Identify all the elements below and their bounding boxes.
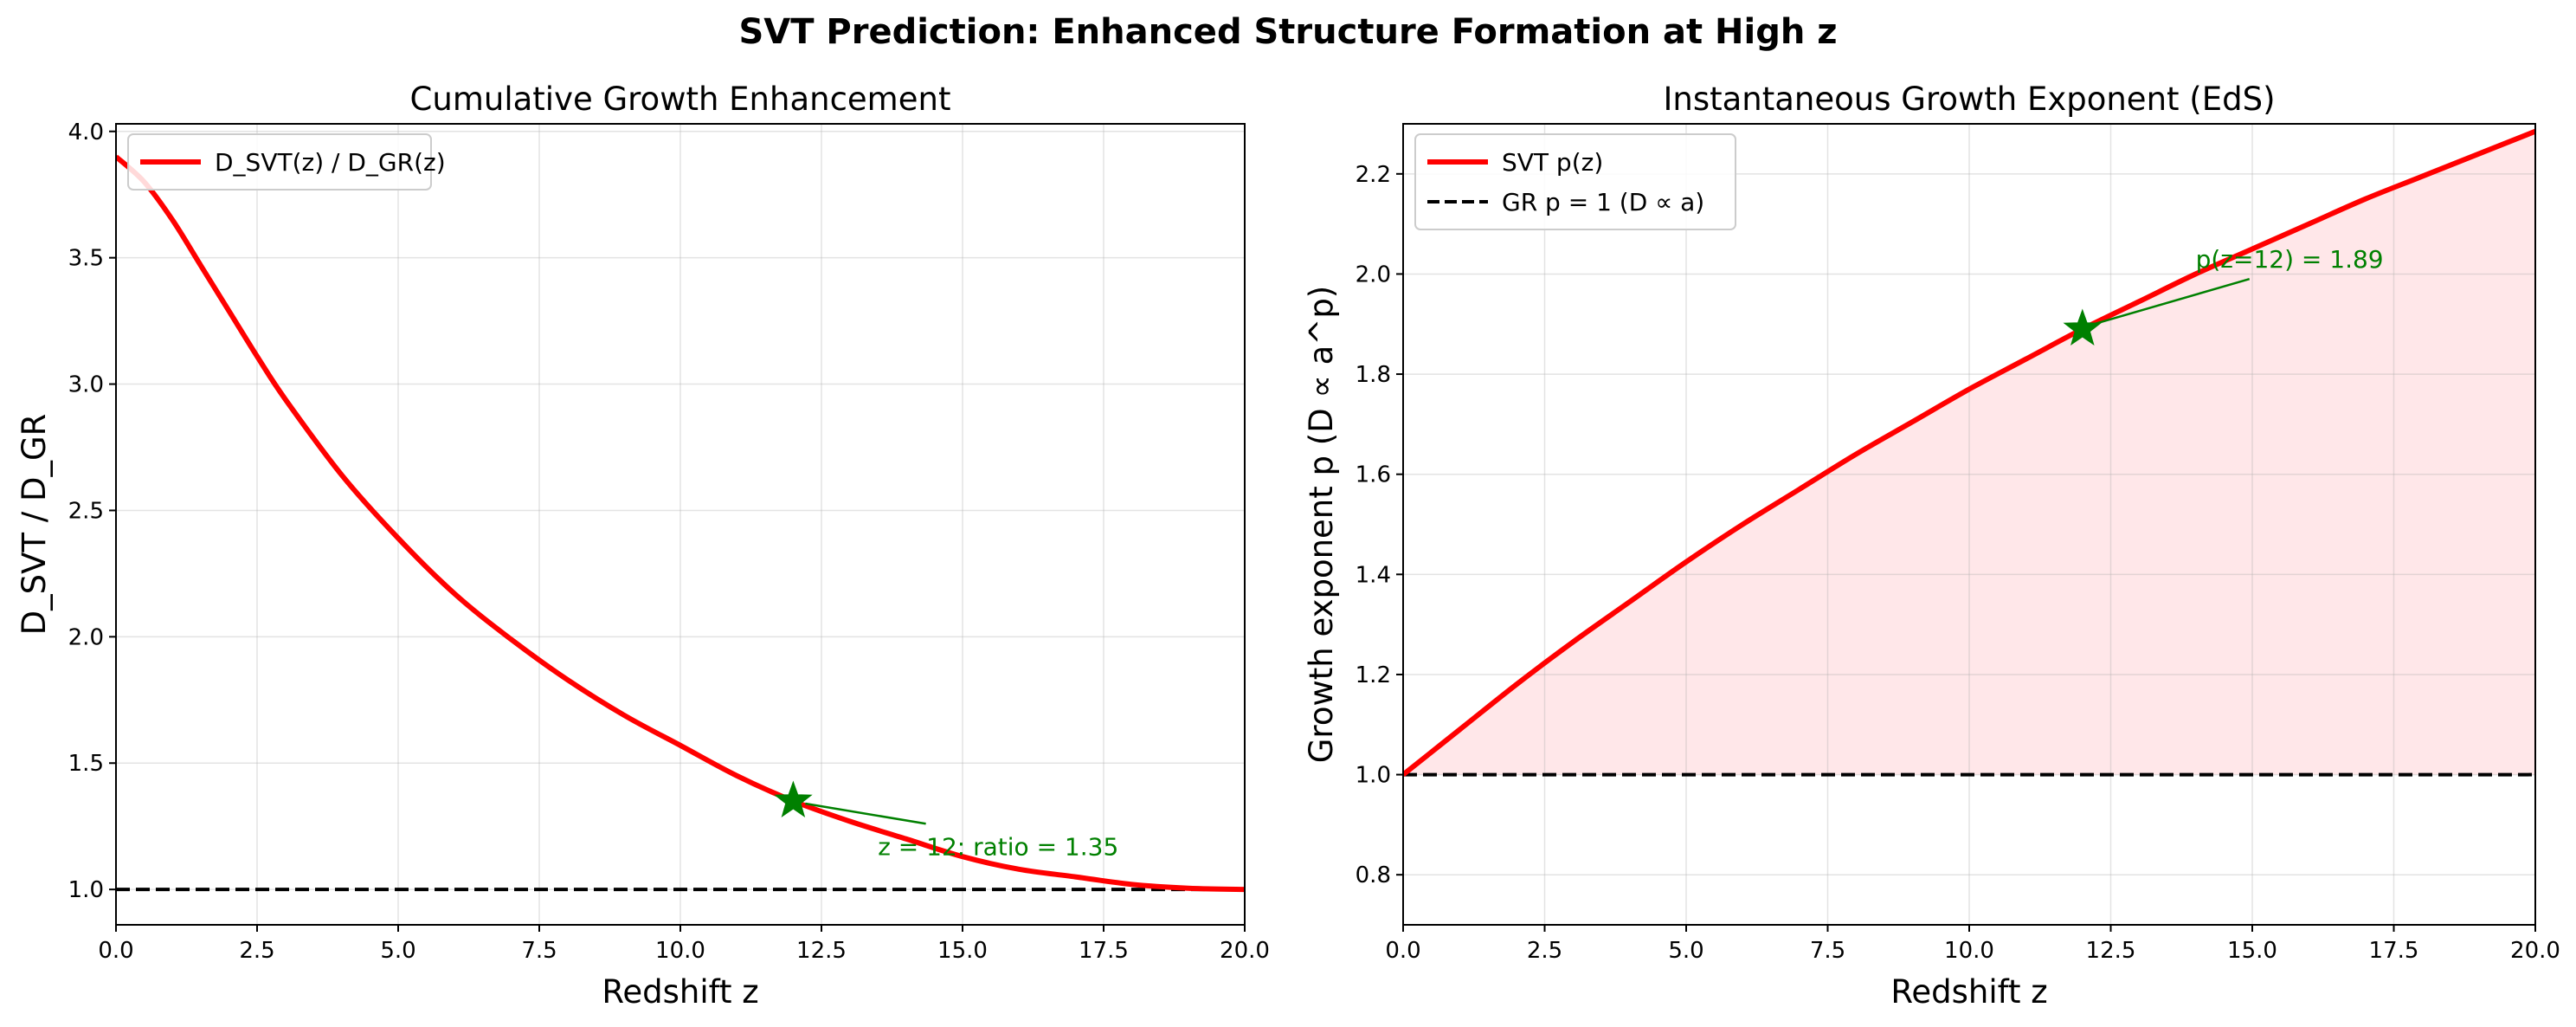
y-tick-label: 2.2	[1356, 162, 1391, 188]
y-tick-label: 2.0	[1356, 262, 1391, 287]
axes-title: Cumulative Growth Enhancement	[410, 81, 951, 118]
y-tick-label: 1.6	[1356, 462, 1391, 488]
x-tick-label: 15.0	[937, 938, 988, 964]
y-tick-label: 1.8	[1356, 362, 1391, 388]
legend-entry-label: D_SVT(z) / D_GR(z)	[215, 148, 446, 177]
y-tick-label: 2.5	[68, 498, 104, 524]
x-tick-label: 0.0	[98, 938, 133, 964]
y-tick-label: 4.0	[68, 119, 104, 145]
annotation-text: p(z=12) = 1.89	[2196, 245, 2384, 274]
legend-entry-label: SVT p(z)	[1502, 148, 1603, 177]
y-tick-label: 1.0	[1356, 763, 1391, 789]
y-axis-label: D_SVT / D_GR	[16, 414, 53, 636]
y-tick-label: 1.0	[68, 877, 104, 903]
x-tick-label: 20.0	[1220, 938, 1270, 964]
x-tick-label: 17.5	[1079, 938, 1129, 964]
highlight-star-marker	[2063, 308, 2103, 346]
legend-box	[127, 133, 432, 191]
y-tick-label: 2.0	[68, 624, 104, 650]
axes-title: Instantaneous Growth Exponent (EdS)	[1663, 81, 2275, 118]
chart-panel-right: p(z=12) = 1.89 0.0 2.5 5.0 7.5 10.0 12.5 15.0 17…	[1303, 81, 2560, 1011]
highlight-star-marker	[774, 780, 813, 817]
x-tick-label: 17.5	[2369, 938, 2419, 964]
x-tick-label: 12.5	[2086, 938, 2136, 964]
main-series-line	[1403, 128, 2535, 777]
y-tick-label: 3.5	[68, 246, 104, 272]
y-axis-label: Growth exponent p (D ∝ a^p)	[1303, 286, 1340, 763]
shaded-area	[1403, 131, 2535, 775]
figure-title: SVT Prediction: Enhanced Structure Forma…	[738, 12, 1838, 52]
x-tick-label: 7.5	[1810, 938, 1845, 964]
y-tick-label: 3.0	[68, 372, 104, 398]
x-tick-label: 7.5	[521, 938, 557, 964]
x-tick-label: 5.0	[1668, 938, 1703, 964]
x-tick-label: 2.5	[239, 938, 274, 964]
y-tick-label: 1.2	[1356, 662, 1391, 688]
x-tick-label: 5.0	[380, 938, 415, 964]
x-tick-label: 2.5	[1527, 938, 1562, 964]
legend-entry-label: GR p = 1 (D ∝ a)	[1502, 188, 1704, 216]
x-axis-label: Redshift z	[602, 973, 758, 1011]
legend-box	[1414, 133, 1736, 230]
x-tick-label: 0.0	[1385, 938, 1420, 964]
x-tick-label: 10.0	[1944, 938, 1994, 964]
annotation-arrow	[805, 802, 926, 825]
y-tick-label: 1.4	[1356, 562, 1391, 588]
annotation-arrow	[2094, 278, 2251, 326]
chart-panel-left: z = 12: ratio = 1.35 0.0 2.5 5.0 7.5 10.0 12.5…	[16, 81, 1270, 1011]
x-tick-label: 10.0	[655, 938, 705, 964]
x-axis-label: Redshift z	[1890, 973, 2047, 1011]
x-tick-label: 15.0	[2227, 938, 2277, 964]
y-tick-label: 1.5	[68, 751, 104, 777]
annotation-text: z = 12: ratio = 1.35	[878, 833, 1118, 862]
x-tick-label: 12.5	[796, 938, 847, 964]
main-series-line	[116, 154, 1245, 893]
x-tick-label: 20.0	[2510, 938, 2560, 964]
y-tick-label: 0.8	[1356, 862, 1391, 888]
